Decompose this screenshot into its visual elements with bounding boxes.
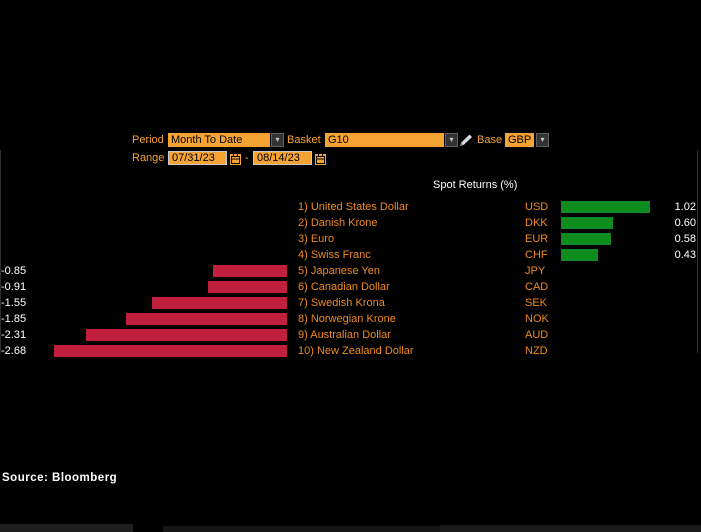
base-dropdown-arrow-icon[interactable]: ▾ bbox=[536, 133, 549, 147]
bar-value: 1.02 bbox=[674, 201, 696, 213]
chart-row: 8) Norwegian Krone NOK -1.85 bbox=[0, 311, 701, 327]
period-select[interactable]: Month To Date bbox=[168, 133, 270, 147]
basket-label: Basket bbox=[287, 134, 321, 146]
calendar-icon[interactable] bbox=[230, 152, 241, 170]
chart-row: 2) Danish Krone DKK 0.60 bbox=[0, 215, 701, 231]
currency-menu-item[interactable]: 8) Norwegian Krone bbox=[298, 313, 396, 325]
negative-bar bbox=[152, 297, 287, 309]
range-label: Range bbox=[132, 152, 165, 164]
currency-menu-item[interactable]: 1) United States Dollar bbox=[298, 201, 409, 213]
currency-code: NOK bbox=[525, 313, 549, 325]
range-end-input[interactable]: 08/14/23 bbox=[253, 151, 312, 165]
currency-code: CAD bbox=[525, 281, 549, 293]
calendar-icon[interactable] bbox=[315, 152, 326, 170]
range-separator: - bbox=[245, 152, 249, 164]
basket-dropdown-arrow-icon[interactable]: ▾ bbox=[445, 133, 458, 147]
window-edge-strip bbox=[440, 525, 701, 532]
currency-menu-item[interactable]: 3) Euro bbox=[298, 233, 335, 245]
currency-code: CHF bbox=[525, 249, 548, 261]
positive-bar bbox=[561, 201, 650, 213]
bar-value: -2.68 bbox=[1, 345, 27, 357]
base-label: Base bbox=[477, 134, 503, 146]
currency-code: SEK bbox=[525, 297, 548, 309]
positive-bar bbox=[561, 249, 598, 261]
chart-right-border bbox=[697, 150, 698, 353]
period-label: Period bbox=[132, 134, 164, 146]
edit-pencil-icon[interactable] bbox=[459, 134, 473, 152]
bar-value: -1.55 bbox=[1, 297, 27, 309]
period-dropdown-arrow-icon[interactable]: ▾ bbox=[271, 133, 284, 147]
currency-menu-item[interactable]: 5) Japanese Yen bbox=[298, 265, 380, 277]
currency-menu-item[interactable]: 9) Australian Dollar bbox=[298, 329, 391, 341]
negative-bar bbox=[86, 329, 287, 341]
chart-row: 6) Canadian Dollar CAD -0.91 bbox=[0, 279, 701, 295]
currency-code: NZD bbox=[525, 345, 548, 357]
bar-value: -0.91 bbox=[1, 281, 27, 293]
negative-bar bbox=[126, 313, 287, 325]
positive-bar bbox=[561, 217, 613, 229]
window-edge-strip bbox=[0, 524, 133, 532]
base-select[interactable]: GBP bbox=[505, 133, 534, 147]
currency-menu-item[interactable]: 2) Danish Krone bbox=[298, 217, 378, 229]
negative-bar bbox=[208, 281, 287, 293]
chart-row: 7) Swedish Krona SEK -1.55 bbox=[0, 295, 701, 311]
basket-select[interactable]: G10 bbox=[325, 133, 444, 147]
bar-value: 0.43 bbox=[674, 249, 696, 261]
currency-code: DKK bbox=[525, 217, 548, 229]
currency-menu-item[interactable]: 10) New Zealand Dollar bbox=[298, 345, 414, 357]
negative-bar bbox=[54, 345, 287, 357]
window-edge-strip bbox=[163, 526, 440, 532]
bar-value: 0.60 bbox=[674, 217, 696, 229]
chart-row: 9) Australian Dollar AUD -2.31 bbox=[0, 327, 701, 343]
chart-left-border bbox=[0, 150, 1, 353]
chart-title: Spot Returns (%) bbox=[433, 179, 518, 191]
currency-menu-item[interactable]: 7) Swedish Krona bbox=[298, 297, 385, 309]
bar-value: -0.85 bbox=[1, 265, 27, 277]
chart-row: 10) New Zealand Dollar NZD -2.68 bbox=[0, 343, 701, 359]
currency-menu-item[interactable]: 4) Swiss Franc bbox=[298, 249, 371, 261]
bar-value: -2.31 bbox=[1, 329, 27, 341]
currency-code: AUD bbox=[525, 329, 549, 341]
chart-row: 5) Japanese Yen JPY -0.85 bbox=[0, 263, 701, 279]
chart-row: 3) Euro EUR 0.58 bbox=[0, 231, 701, 247]
range-start-input[interactable]: 07/31/23 bbox=[168, 151, 227, 165]
source-credit: Source: Bloomberg bbox=[2, 472, 118, 484]
bar-value: 0.58 bbox=[674, 233, 696, 245]
chart-row: 1) United States Dollar USD 1.02 bbox=[0, 199, 701, 215]
currency-code: JPY bbox=[525, 265, 546, 277]
positive-bar bbox=[561, 233, 611, 245]
currency-code: USD bbox=[525, 201, 549, 213]
currency-code: EUR bbox=[525, 233, 549, 245]
negative-bar bbox=[213, 265, 287, 277]
chart-row: 4) Swiss Franc CHF 0.43 bbox=[0, 247, 701, 263]
currency-menu-item[interactable]: 6) Canadian Dollar bbox=[298, 281, 390, 293]
bar-value: -1.85 bbox=[1, 313, 27, 325]
